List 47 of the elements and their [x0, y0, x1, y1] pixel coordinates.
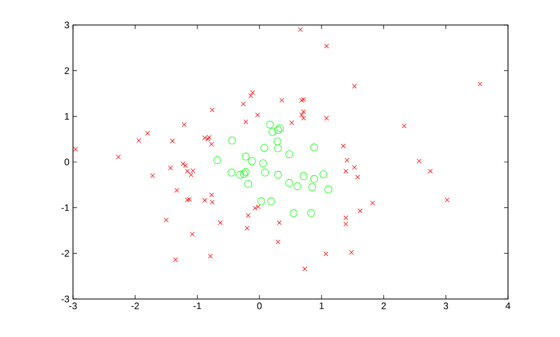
point [320, 170, 328, 178]
x-tick-label: 1 [320, 302, 324, 310]
point [267, 197, 276, 206]
point [310, 175, 318, 183]
point [248, 157, 256, 165]
y-tick-label: 2 [64, 67, 70, 74]
point [240, 170, 248, 178]
y-tick-label: 1 [64, 113, 70, 120]
point [307, 209, 315, 218]
point [268, 128, 276, 136]
y-tick-label: -2 [61, 250, 70, 257]
x-tick-label: -2 [131, 302, 139, 310]
x-tick-label: -3 [69, 302, 77, 310]
point [290, 209, 298, 218]
point [300, 172, 308, 180]
point [276, 124, 284, 132]
point [293, 182, 302, 190]
point [274, 126, 282, 134]
x-tick-label: 2 [382, 302, 386, 310]
point [261, 168, 269, 176]
point [242, 168, 250, 176]
x-tick-label: 4 [506, 302, 510, 310]
point [274, 138, 282, 146]
point [285, 179, 294, 187]
point [308, 183, 316, 191]
point [257, 197, 266, 206]
y-tick-label: -1 [61, 204, 70, 211]
point [236, 170, 244, 179]
y-tick-label: 0 [64, 158, 70, 166]
x-tick-label: -1 [194, 302, 202, 310]
point [266, 120, 274, 128]
y-tick-label: 3 [64, 22, 70, 28]
point [228, 168, 236, 176]
point [242, 152, 250, 160]
x-tick-label: 3 [444, 302, 448, 310]
point [259, 160, 268, 168]
point [213, 156, 222, 164]
y-tick-label: -3 [61, 296, 70, 302]
point [274, 170, 282, 179]
point [244, 180, 252, 188]
point [310, 144, 318, 152]
point [260, 144, 268, 152]
point [324, 186, 332, 194]
point [274, 144, 282, 152]
x-tick-label: 0 [257, 302, 262, 310]
point [285, 150, 294, 158]
point [228, 136, 236, 144]
